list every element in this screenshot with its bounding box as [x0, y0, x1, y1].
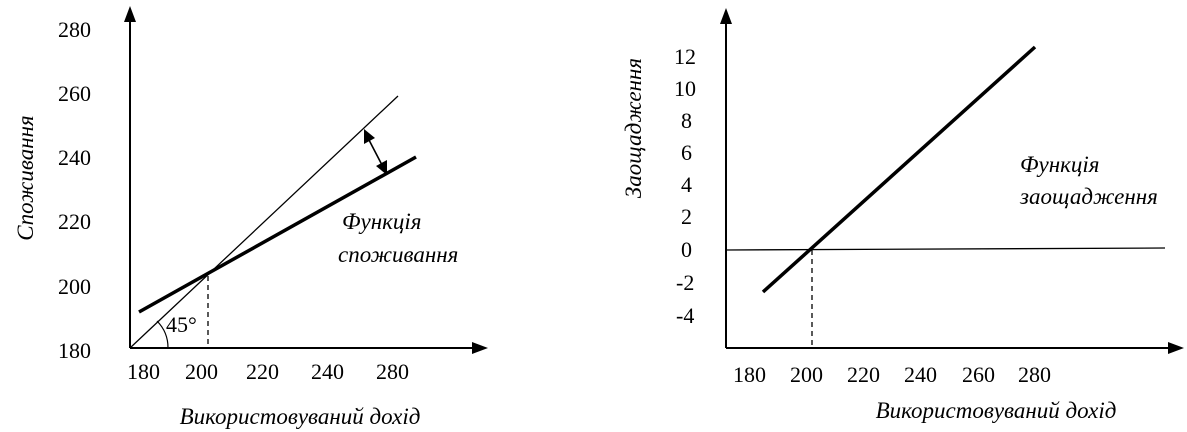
savings-axes — [720, 8, 1184, 354]
consumption-series-label-line1: Функція — [342, 209, 421, 234]
difference-double-arrow — [364, 129, 387, 175]
savings-x-tick: 220 — [847, 362, 880, 387]
consumption-x-tick: 180 — [127, 359, 160, 384]
savings-y-tick: -4 — [676, 303, 694, 328]
savings-y-tick: 10 — [674, 76, 696, 101]
savings-x-tick: 260 — [962, 362, 995, 387]
angle-arc — [156, 320, 169, 349]
savings-x-tick: 240 — [904, 362, 937, 387]
savings-y-ticks: 12 10 8 6 4 2 0 -2 -4 — [674, 44, 696, 328]
consumption-axes — [124, 6, 488, 354]
savings-x-ticks: 180 200 220 240 260 280 — [733, 362, 1051, 387]
consumption-y-tick: 200 — [58, 274, 91, 299]
savings-y-tick: 0 — [681, 237, 692, 262]
savings-series-label-line2: заощадження — [1019, 184, 1158, 209]
savings-x-axis-label: Використовуваний дохід — [876, 398, 1117, 423]
consumption-function-line — [138, 155, 417, 314]
consumption-y-axis-label: Споживання — [13, 115, 38, 241]
consumption-x-tick: 280 — [376, 359, 409, 384]
consumption-x-tick: 220 — [246, 359, 279, 384]
consumption-y-tick: 260 — [58, 81, 91, 106]
savings-x-tick: 280 — [1018, 362, 1051, 387]
savings-x-tick: 180 — [733, 362, 766, 387]
savings-x-axis-arrow — [1168, 342, 1184, 354]
savings-x-tick: 200 — [790, 362, 823, 387]
savings-y-axis-label: Заощадження — [621, 58, 646, 198]
savings-y-tick: 2 — [681, 204, 692, 229]
savings-y-tick: -2 — [676, 270, 694, 295]
savings-series-label-line1: Функція — [1020, 152, 1099, 177]
consumption-x-axis-arrow — [472, 342, 488, 354]
consumption-x-ticks: 180 200 220 240 280 — [127, 359, 409, 384]
savings-zero-line — [725, 247, 1166, 251]
savings-y-tick: 4 — [681, 172, 692, 197]
savings-y-tick: 8 — [681, 108, 692, 133]
consumption-y-tick: 280 — [58, 17, 91, 42]
consumption-y-tick: 220 — [58, 209, 91, 234]
consumption-x-tick: 240 — [311, 359, 344, 384]
consumption-x-axis-label: Використовуваний дохід — [180, 404, 421, 429]
angle-label: 45° — [166, 312, 197, 337]
savings-chart: 12 10 8 6 4 2 0 -2 -4 180 200 220 240 26… — [621, 8, 1184, 423]
savings-y-tick: 6 — [681, 140, 692, 165]
savings-function-line — [761, 45, 1037, 294]
consumption-chart: 280 260 240 220 200 180 180 200 220 240 … — [13, 6, 488, 429]
line-45-degree — [129, 95, 399, 349]
consumption-series-label-line2: споживання — [338, 242, 458, 267]
consumption-y-tick: 240 — [58, 145, 91, 170]
consumption-y-tick: 180 — [58, 338, 91, 363]
consumption-y-axis-arrow — [124, 6, 136, 22]
savings-y-tick: 12 — [674, 44, 696, 69]
consumption-x-tick: 200 — [185, 359, 218, 384]
savings-y-axis-arrow — [720, 8, 732, 24]
consumption-y-ticks: 280 260 240 220 200 180 — [58, 17, 91, 363]
